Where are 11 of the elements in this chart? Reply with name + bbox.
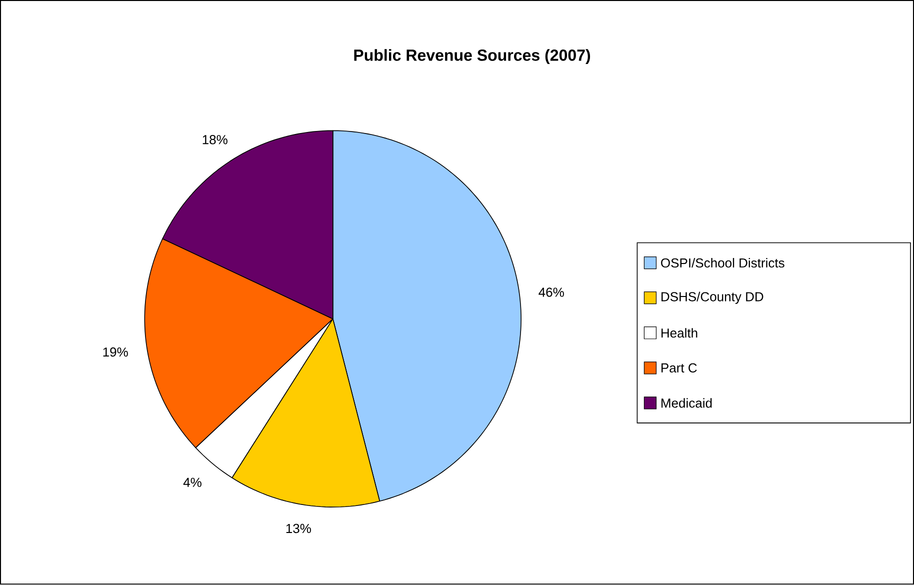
- legend-label: DSHS/County DD: [662, 292, 764, 304]
- data-label: 13%: [286, 524, 311, 534]
- data-label: 4%: [183, 478, 202, 488]
- chart-title: Public Revenue Sources (2007): [354, 49, 590, 64]
- data-label: 46%: [538, 288, 564, 298]
- legend-label: Health: [662, 328, 698, 338]
- legend-label: Part C: [662, 363, 697, 373]
- legend-label: OSPI/School Districts: [661, 258, 784, 268]
- legend-label: Medicaid: [662, 398, 712, 408]
- data-label: 19%: [103, 348, 128, 357]
- data-label: 18%: [202, 135, 228, 144]
